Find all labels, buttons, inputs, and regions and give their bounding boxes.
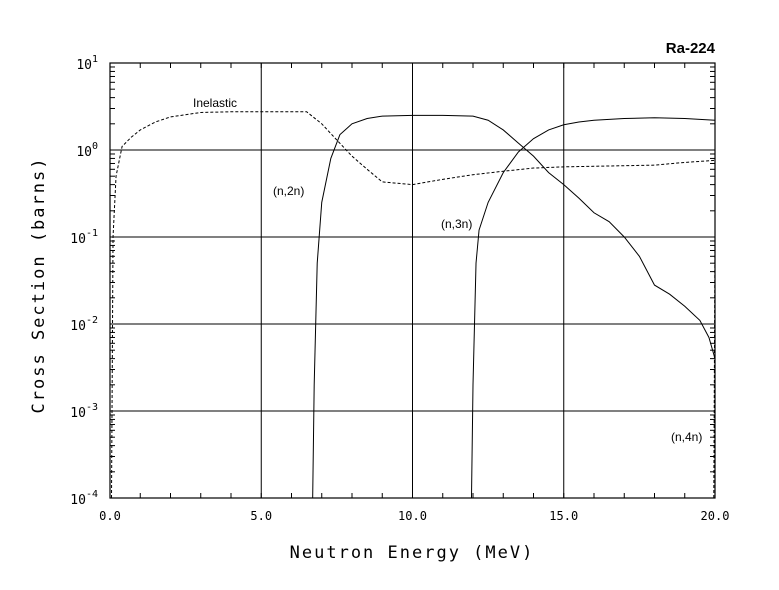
y-tick-label: 10-1 bbox=[70, 228, 98, 247]
y-tick-label: 10-3 bbox=[70, 402, 98, 421]
series-label-n2n: (n,2n) bbox=[273, 184, 304, 198]
y-tick-label: 10-4 bbox=[70, 489, 98, 508]
series-line-0 bbox=[111, 111, 716, 499]
x-tick-label: 15.0 bbox=[549, 509, 578, 523]
y-tick-labels: 10-4 10-3 10-2 10-1 100 101 bbox=[70, 54, 98, 508]
plot-frame bbox=[109, 62, 716, 499]
y-tick-label: 10-2 bbox=[70, 315, 98, 334]
x-tick-label: 5.0 bbox=[250, 509, 272, 523]
y-axis-label: Cross Section (barns) bbox=[29, 157, 49, 414]
chart-title: Ra-224 bbox=[666, 40, 716, 57]
grid-lines bbox=[110, 63, 715, 498]
y-tick-label: 100 bbox=[76, 141, 98, 160]
x-tick-label: 0.0 bbox=[99, 509, 121, 523]
series-line-2 bbox=[470, 117, 716, 499]
y-tick-label: 101 bbox=[76, 54, 98, 73]
series-lines bbox=[111, 111, 716, 499]
series-label-n3n: (n,3n) bbox=[441, 217, 472, 231]
series-line-1 bbox=[312, 114, 716, 499]
x-axis-label: Neutron Energy (MeV) bbox=[290, 543, 535, 563]
x-tick-label: 10.0 bbox=[398, 509, 427, 523]
series-label-inelastic: Inelastic bbox=[193, 96, 237, 110]
x-tick-labels: 0.0 5.0 10.0 15.0 20.0 bbox=[99, 509, 729, 523]
x-tick-label: 20.0 bbox=[701, 509, 730, 523]
series-label-n4n: (n,4n) bbox=[671, 430, 702, 444]
